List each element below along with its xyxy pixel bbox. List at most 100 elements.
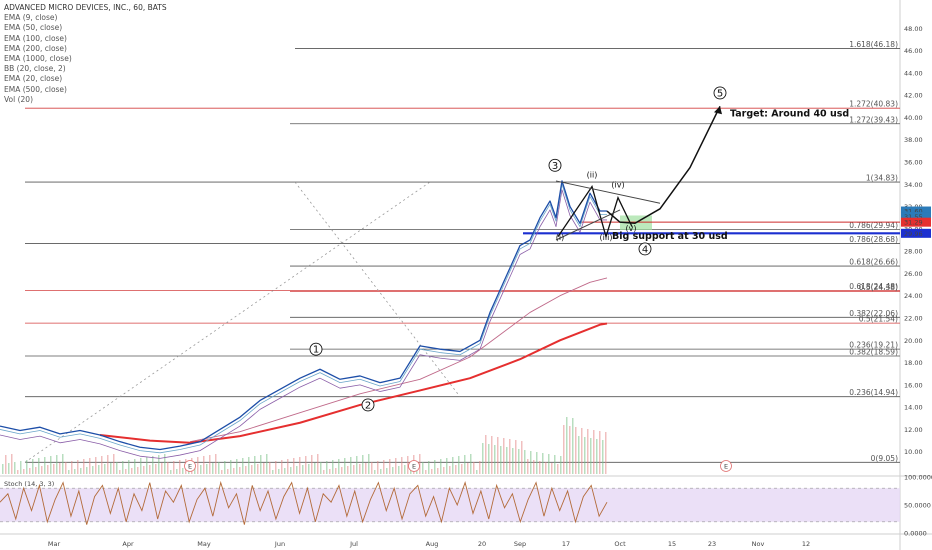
volume-bar xyxy=(32,459,34,474)
volume-bar xyxy=(116,462,118,474)
legend-item-ema50: EMA (50, close) xyxy=(4,23,63,33)
price-badge-label: 29.96 xyxy=(904,230,923,238)
ema200-line xyxy=(99,322,608,444)
volume-bar xyxy=(491,436,493,474)
volume-bar xyxy=(29,468,31,474)
volume-bar xyxy=(428,461,430,474)
volume-bar xyxy=(314,463,316,474)
volume-bar xyxy=(59,463,61,474)
volume-bar xyxy=(44,457,46,474)
legend-item-ema1000: EMA (1000, close) xyxy=(4,54,72,64)
stoch-line xyxy=(0,480,608,525)
volume-bar xyxy=(392,467,394,474)
x-tick-label: Jul xyxy=(349,540,358,548)
volume-bar xyxy=(530,451,532,474)
volume-bar xyxy=(251,465,253,474)
earnings-marker xyxy=(408,460,420,472)
volume-bar xyxy=(458,456,460,474)
y-tick-label: 34.00 xyxy=(904,181,923,189)
earnings-marker-label: E xyxy=(412,463,416,471)
projection-arrowhead xyxy=(714,106,722,115)
volume-bar xyxy=(509,439,511,474)
volume-bar xyxy=(233,468,235,474)
volume-bar xyxy=(218,462,220,474)
price-line xyxy=(0,180,607,451)
volume-bar xyxy=(473,462,475,474)
volume-bar xyxy=(434,460,436,474)
price-badge-label: 31.55 xyxy=(904,213,923,221)
volume-bar xyxy=(266,454,268,474)
volume-bar xyxy=(128,460,130,474)
volume-bar xyxy=(8,463,10,474)
fib-level-label: 0.236(19.21) xyxy=(849,341,898,350)
volume-bar xyxy=(227,469,229,474)
y-tick-label: 16.00 xyxy=(904,381,923,389)
y-tick-label: 14.00 xyxy=(904,404,923,412)
volume-bar xyxy=(146,457,148,474)
y-tick-label: 42.00 xyxy=(904,92,923,100)
volume-bar xyxy=(452,457,454,474)
volume-bar xyxy=(2,464,4,474)
x-tick-label: 23 xyxy=(708,540,716,548)
volume-bar xyxy=(464,455,466,474)
volume-bar xyxy=(167,462,169,474)
x-tick-label: 17 xyxy=(562,540,570,548)
volume-bar xyxy=(245,466,247,474)
volume-bar xyxy=(467,463,469,474)
volume-bar xyxy=(38,458,40,474)
y-tick-label: 38.00 xyxy=(904,136,923,144)
x-tick-label: Apr xyxy=(122,540,134,548)
price-badge xyxy=(901,217,931,227)
volume-bar xyxy=(455,465,457,474)
volume-bar xyxy=(479,461,481,474)
y-tick-label: 24.00 xyxy=(904,292,923,300)
fib-level-label: 1.272(40.83) xyxy=(849,100,898,109)
chart-annotation: Big support at 30 usd xyxy=(612,231,728,242)
volume-bar xyxy=(536,452,538,474)
volume-bar xyxy=(515,440,517,474)
volume-bar xyxy=(230,460,232,474)
volume-bar xyxy=(563,425,565,474)
volume-bar xyxy=(578,436,580,474)
volume-bar xyxy=(395,458,397,474)
fib-level-label: 0.382(22.06) xyxy=(849,309,898,318)
volume-bar xyxy=(581,428,583,474)
volume-bar xyxy=(26,460,28,474)
fib-level-label: 1(34.83) xyxy=(866,174,898,183)
volume-bar xyxy=(77,460,79,474)
volume-bar xyxy=(440,459,442,474)
volume-bar xyxy=(140,458,142,474)
volume-bar xyxy=(86,467,88,474)
x-tick-label: 15 xyxy=(668,540,676,548)
wave-label: (ii) xyxy=(587,171,598,180)
x-tick-label: Nov xyxy=(752,540,765,548)
volume-bar xyxy=(155,464,157,474)
volume-bar xyxy=(134,459,136,474)
volume-bar xyxy=(212,463,214,474)
volume-bar xyxy=(200,465,202,474)
volume-bar xyxy=(56,455,58,474)
volume-bar xyxy=(368,454,370,474)
volume-bar xyxy=(596,439,598,474)
volume-bar xyxy=(20,461,22,474)
price-badge xyxy=(901,212,931,222)
volume-bar xyxy=(488,444,490,474)
volume-bar xyxy=(122,461,124,474)
volume-bar xyxy=(215,454,217,474)
legend-item-volume: Vol (20) xyxy=(4,94,34,104)
volume-bar xyxy=(332,460,334,474)
volume-bar xyxy=(197,457,199,474)
wave-label: (v) xyxy=(626,224,637,233)
volume-bar xyxy=(242,458,244,474)
fib-level-label: 0.382(18.59) xyxy=(849,347,898,356)
x-tick-label: Sep xyxy=(514,540,526,548)
volume-bar xyxy=(101,456,103,474)
wave-path xyxy=(557,184,633,239)
volume-bar xyxy=(494,445,496,474)
ema20-line xyxy=(0,183,607,454)
volume-bar xyxy=(344,458,346,474)
volume-bar xyxy=(14,462,16,474)
x-tick-label: Aug xyxy=(426,540,439,548)
volume-bar xyxy=(362,455,364,474)
